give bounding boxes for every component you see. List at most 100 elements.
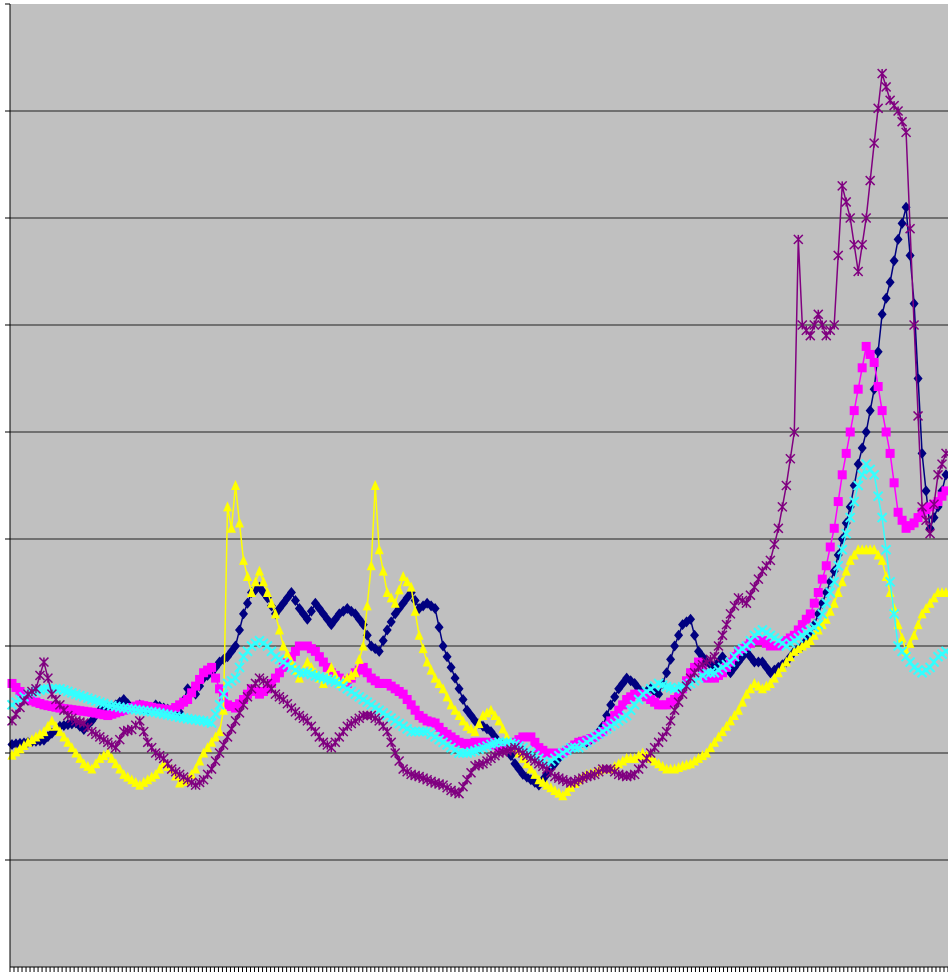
data-point [378, 635, 388, 647]
data-point [880, 544, 892, 555]
data-point [426, 664, 436, 675]
data-point [717, 630, 728, 641]
data-point [686, 613, 696, 625]
data-point [394, 584, 404, 595]
data-point [817, 319, 828, 331]
data-point [706, 742, 716, 753]
data-point [11, 746, 21, 757]
data-point [457, 747, 469, 759]
data-point [122, 703, 133, 714]
data-point [326, 742, 337, 753]
data-point [877, 554, 887, 565]
data-point [618, 755, 628, 766]
data-point [614, 705, 624, 715]
data-point [405, 726, 417, 737]
data-point [474, 718, 484, 729]
data-point [262, 678, 273, 689]
data-point [442, 651, 452, 663]
data-point [941, 587, 948, 597]
data-point [793, 643, 803, 654]
data-point [833, 560, 844, 571]
data-point [234, 662, 245, 673]
data-point [940, 448, 948, 459]
data-point [250, 678, 261, 689]
data-point [227, 522, 237, 533]
data-point [618, 700, 628, 710]
data-point [829, 576, 840, 588]
data-point [274, 624, 284, 635]
data-point [231, 480, 241, 490]
data-point [889, 255, 899, 267]
data-point [845, 212, 856, 224]
data-point [853, 384, 863, 394]
data-point [833, 587, 843, 597]
data-point [27, 734, 37, 745]
data-point [310, 726, 321, 737]
data-point [493, 737, 505, 748]
data-point [813, 624, 823, 635]
data-point [813, 588, 823, 597]
data-point [338, 726, 349, 737]
data-point [813, 619, 824, 630]
data-point [490, 710, 500, 721]
data-point [849, 406, 859, 416]
data-point [258, 576, 268, 587]
data-point [374, 645, 384, 657]
data-point [111, 758, 121, 769]
data-point [721, 662, 731, 672]
data-point [210, 708, 221, 720]
data-point [314, 652, 324, 662]
data-point [877, 406, 887, 416]
data-point [358, 662, 368, 672]
data-point [852, 480, 864, 491]
data-point [686, 668, 696, 678]
data-point [195, 755, 205, 766]
data-point [91, 758, 101, 769]
data-point [242, 691, 253, 702]
data-point [442, 691, 452, 702]
data-point [306, 605, 316, 617]
data-point [937, 491, 947, 501]
data-point [725, 608, 736, 619]
data-point [634, 750, 644, 761]
data-point [777, 661, 787, 672]
data-point [813, 309, 824, 320]
data-point [669, 705, 680, 716]
data-point [793, 234, 804, 245]
data-point [446, 661, 456, 673]
data-point [482, 707, 492, 718]
data-point [207, 736, 217, 747]
data-point [885, 276, 895, 288]
data-point [126, 703, 137, 715]
data-point [833, 497, 843, 507]
data-point [857, 442, 867, 454]
data-point [885, 448, 895, 458]
data-point [138, 705, 149, 716]
data-point [438, 640, 448, 652]
data-point [865, 349, 875, 359]
data-point [378, 565, 388, 576]
data-point [745, 683, 755, 694]
data-point [210, 755, 221, 767]
data-point [398, 570, 408, 581]
data-point [861, 341, 871, 351]
data-point [19, 740, 29, 751]
data-point [402, 576, 412, 587]
data-point [829, 523, 839, 533]
data-point [849, 549, 859, 560]
data-point [230, 672, 241, 684]
data-point [865, 405, 875, 417]
data-point [286, 587, 296, 598]
data-point [386, 616, 396, 628]
data-point [199, 747, 209, 758]
data-point [43, 720, 53, 731]
data-point [42, 673, 53, 684]
data-point [825, 587, 836, 598]
data-point [781, 480, 792, 491]
plot-area [10, 4, 948, 967]
data-point [857, 363, 867, 373]
data-point [146, 706, 157, 718]
data-point [114, 734, 125, 745]
data-point [702, 747, 712, 758]
